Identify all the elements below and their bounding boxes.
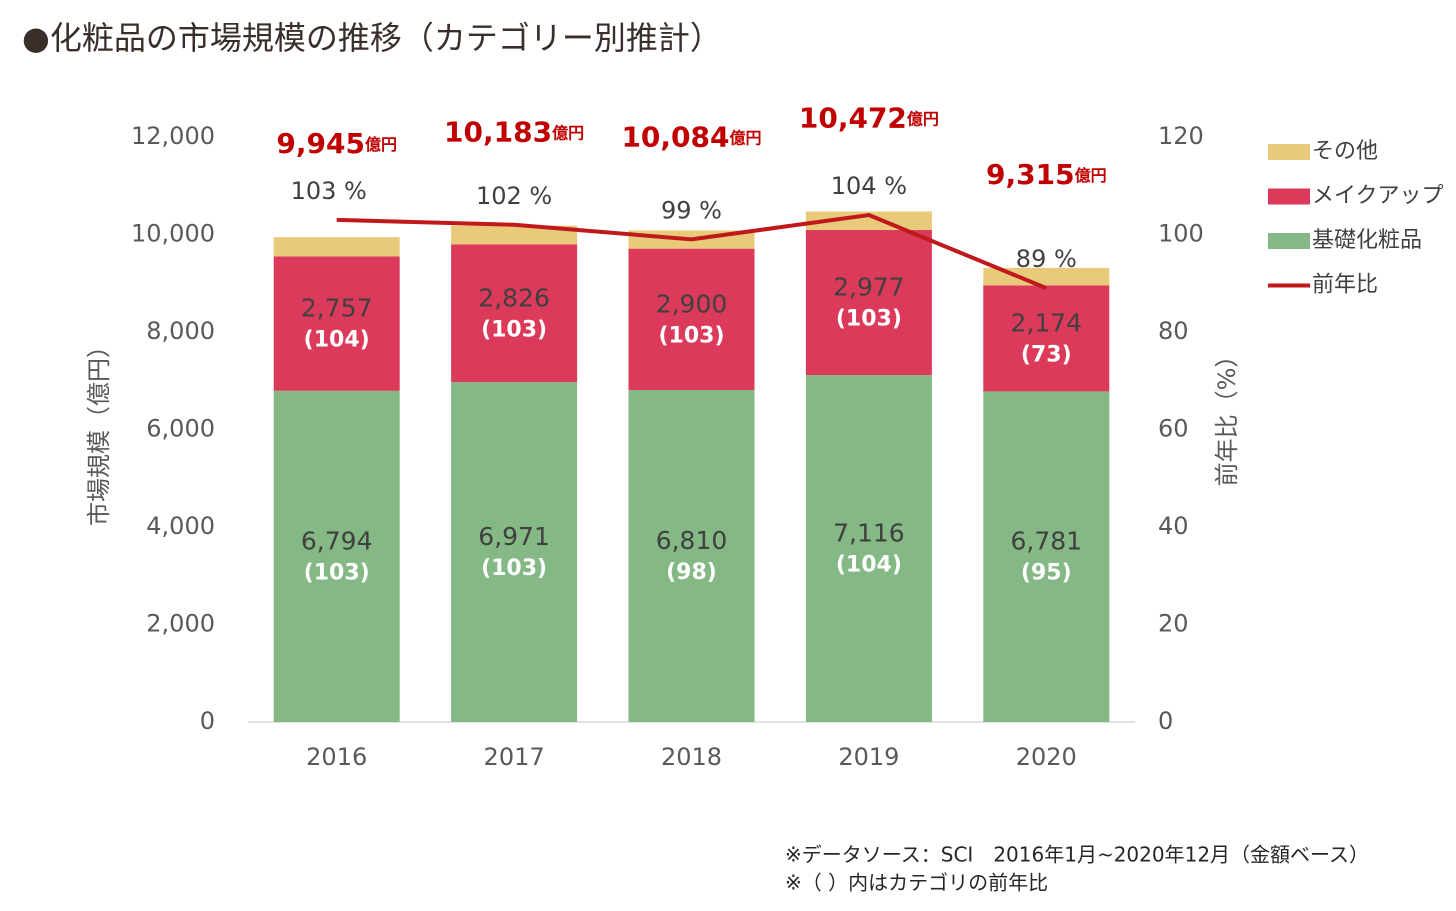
line-label: 102 % xyxy=(476,182,552,210)
y-tick-label: 12,000 xyxy=(131,122,215,150)
bar-segment xyxy=(451,225,578,245)
growth-label: (104) xyxy=(836,553,902,578)
total-unit: 億円 xyxy=(1075,165,1107,184)
total-value: 9,315 xyxy=(986,158,1075,191)
total-unit: 億円 xyxy=(365,135,397,154)
line-label: 99 % xyxy=(661,196,722,224)
bar-segment xyxy=(983,391,1110,722)
legend-label: その他 xyxy=(1312,139,1378,164)
line xyxy=(336,212,1048,290)
x-tick-label: 2020 xyxy=(1016,743,1077,771)
total-value: 9,945 xyxy=(276,127,365,160)
x-tick-label: 2017 xyxy=(484,743,545,771)
legend-label: 基礎化粧品 xyxy=(1312,228,1422,253)
growth-label: (103) xyxy=(481,556,547,581)
bar-segment xyxy=(451,382,578,722)
legend-label: メイクアップ xyxy=(1312,184,1444,209)
total-value: 10,472 xyxy=(799,101,907,134)
bar-segment xyxy=(805,211,932,230)
y-tick-label: 6,000 xyxy=(146,415,215,443)
y-tick-label: 2,000 xyxy=(146,610,215,638)
total-unit: 億円 xyxy=(552,123,584,142)
y2-tick-label: 0 xyxy=(1158,707,1173,735)
line-label: 89 % xyxy=(1016,245,1077,273)
bar-segment xyxy=(451,244,578,383)
y2-tick-label: 100 xyxy=(1158,220,1204,248)
y2-tick-label: 60 xyxy=(1158,415,1189,443)
bar-segment xyxy=(805,229,932,376)
line-label: 103 % xyxy=(291,177,367,205)
value-label: 6,971 xyxy=(478,522,550,551)
total-label: 9,315億円 xyxy=(986,158,1107,191)
bar-segment xyxy=(273,256,400,391)
growth-label: (95) xyxy=(1021,561,1072,586)
y-tick-label: 8,000 xyxy=(146,317,215,345)
value-label: 6,810 xyxy=(656,526,728,555)
y-axis-title: 市場規模（億円） xyxy=(85,334,113,526)
line-label: 104 % xyxy=(831,172,907,200)
y-tick-label: 10,000 xyxy=(131,220,215,248)
growth-label: (104) xyxy=(304,328,370,353)
x-tick-label: 2019 xyxy=(838,743,899,771)
note: ※データソース：SCI 2016年1月~2020年12月（金額ベース） xyxy=(785,843,1369,867)
total-unit: 億円 xyxy=(730,128,762,147)
total-value: 10,183 xyxy=(444,116,552,149)
legend-swatch xyxy=(1268,144,1310,160)
total-label: 10,084億円 xyxy=(621,120,761,153)
value-label: 2,174 xyxy=(1011,308,1083,337)
growth-label: (103) xyxy=(481,317,547,342)
legend-swatch xyxy=(1268,188,1310,205)
bar-segment xyxy=(273,390,400,722)
bar-segment xyxy=(983,267,1110,286)
total-label: 10,472億円 xyxy=(799,101,939,134)
y2-tick-label: 20 xyxy=(1158,610,1189,638)
growth-label: (73) xyxy=(1021,342,1072,367)
growth-label: (103) xyxy=(658,323,724,348)
x-tick-label: 2018 xyxy=(661,743,722,771)
bar-segment xyxy=(628,248,755,391)
note: ※（ ）内はカテゴリの前年比 xyxy=(785,871,1048,895)
bar-segment xyxy=(805,375,932,722)
value-label: 2,826 xyxy=(478,283,550,312)
bar-segment xyxy=(983,285,1110,392)
legend-label: 前年比 xyxy=(1312,273,1378,298)
y2-tick-label: 80 xyxy=(1158,317,1189,345)
value-label: 6,781 xyxy=(1011,527,1083,556)
value-label: 6,794 xyxy=(301,526,373,555)
total-unit: 億円 xyxy=(907,109,939,128)
y-tick-label: 4,000 xyxy=(146,512,215,540)
total-label: 9,945億円 xyxy=(276,127,397,160)
value-label: 2,757 xyxy=(301,294,373,323)
growth-label: (103) xyxy=(836,307,902,332)
bar-segment xyxy=(628,390,755,722)
chart-title: ●化粧品の市場規模の推移（カテゴリー別推計） xyxy=(22,19,722,57)
bar-segment xyxy=(273,237,400,257)
value-label: 2,900 xyxy=(656,289,728,318)
x-tick-label: 2016 xyxy=(306,743,367,771)
total-value: 10,084 xyxy=(621,120,729,153)
y2-tick-label: 40 xyxy=(1158,512,1189,540)
total-label: 10,183億円 xyxy=(444,116,584,149)
value-label: 2,977 xyxy=(833,273,905,302)
growth-label: (103) xyxy=(304,560,370,585)
legend-swatch xyxy=(1268,233,1310,249)
y-tick-label: 0 xyxy=(200,707,215,735)
value-label: 7,116 xyxy=(833,519,905,548)
growth-label: (98) xyxy=(666,560,717,585)
y2-axis-title: 前年比（%） xyxy=(1213,344,1241,487)
y2-tick-label: 120 xyxy=(1158,122,1204,150)
